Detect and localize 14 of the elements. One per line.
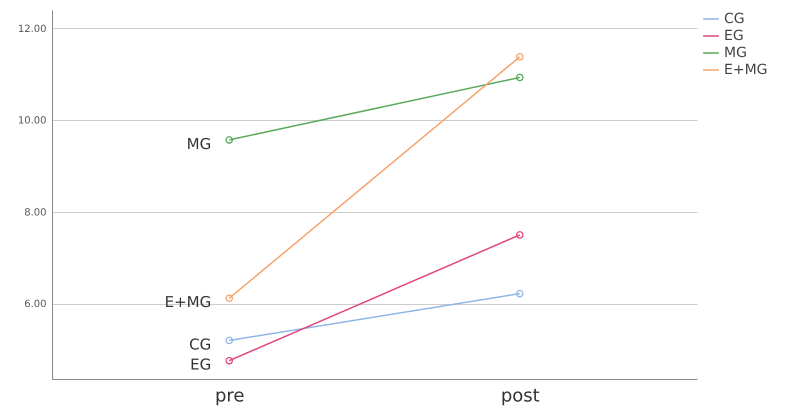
legend-label: MG <box>724 45 747 61</box>
text: EG <box>190 356 212 374</box>
legend-label: EG <box>724 28 744 44</box>
text: CG <box>189 335 212 354</box>
y-tick-label: 10.00 <box>18 116 46 127</box>
y-tick-label: 8.00 <box>24 207 46 218</box>
legend-label: CG <box>724 11 745 27</box>
y-tick-label: 6.00 <box>24 299 46 310</box>
text: MG <box>186 134 212 153</box>
y-tick-label: 12.00 <box>18 24 46 35</box>
x-tick-label: post <box>500 386 540 406</box>
text: E+MG <box>164 293 212 312</box>
x-tick-label: pre <box>214 386 244 406</box>
legend-label: E+MG <box>724 62 768 78</box>
